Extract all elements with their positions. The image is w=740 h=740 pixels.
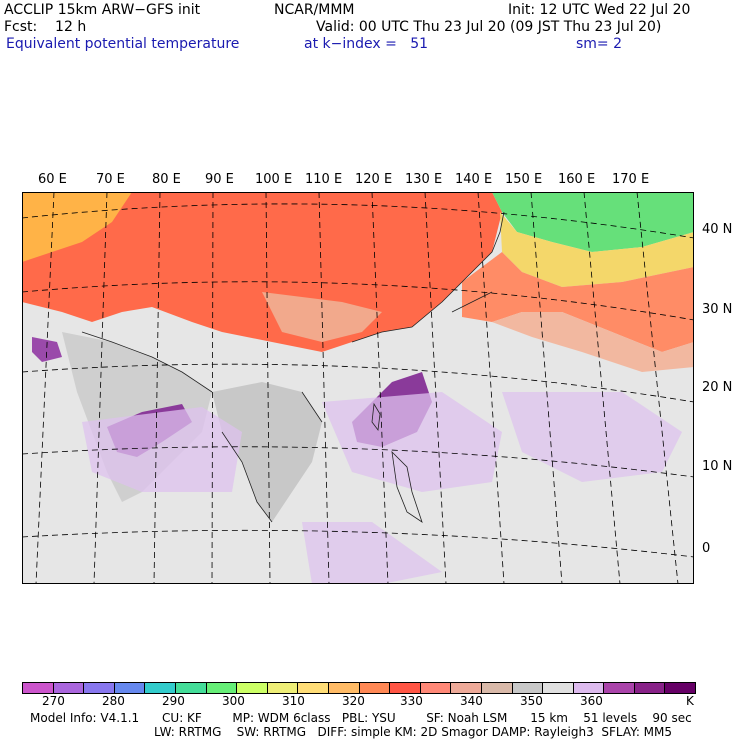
lat-label: 20 N bbox=[702, 380, 733, 395]
light-purple-2 bbox=[322, 392, 502, 492]
equivalent-potential-temperature-map bbox=[22, 192, 694, 584]
lat-label: 30 N bbox=[702, 302, 733, 317]
field-name: Equivalent potential temperature bbox=[6, 36, 240, 52]
pacific-band bbox=[462, 252, 694, 352]
colorbar-swatch bbox=[206, 683, 238, 693]
colorbar-swatch bbox=[298, 683, 329, 693]
physics-info: LW: RRTMG SW: RRTMG DIFF: simple KM: 2D … bbox=[154, 725, 673, 739]
coastline bbox=[81, 281, 463, 523]
lon-label: 120 E bbox=[355, 172, 393, 187]
colorbar-label: 300 bbox=[222, 694, 245, 708]
light-purple-4 bbox=[302, 522, 442, 584]
colorbar-swatch bbox=[84, 683, 115, 693]
light-purple-1 bbox=[82, 407, 242, 492]
colorbar-swatch bbox=[573, 683, 605, 693]
japan-outline bbox=[451, 211, 505, 313]
colorbar-label: 270 bbox=[42, 694, 65, 708]
colorbar-swatch bbox=[175, 683, 207, 693]
lat-label: 0 bbox=[702, 541, 711, 556]
smoothing: sm= 2 bbox=[576, 36, 623, 52]
colorbar-swatch bbox=[390, 683, 421, 693]
colorbar-swatch bbox=[359, 683, 391, 693]
colorbar-label: 340 bbox=[460, 694, 483, 708]
colorbar-swatch bbox=[420, 683, 452, 693]
colorbar-swatch bbox=[267, 683, 299, 693]
colorbar-label: 320 bbox=[342, 694, 365, 708]
colorbar-swatch bbox=[237, 683, 268, 693]
colorbar-label: 310 bbox=[282, 694, 305, 708]
colorbar-label: 360 bbox=[580, 694, 603, 708]
lon-label: 160 E bbox=[558, 172, 596, 187]
colorbar-swatch bbox=[328, 683, 360, 693]
philippines-outline bbox=[391, 450, 423, 523]
cool-region-yellow bbox=[500, 212, 694, 287]
pacific-band-light bbox=[492, 312, 694, 372]
lon-label: 90 E bbox=[205, 172, 234, 187]
lat-label: 40 N bbox=[702, 222, 733, 237]
lon-label: 70 E bbox=[96, 172, 125, 187]
taiwan-outline bbox=[371, 402, 381, 432]
init-time: Init: 12 UTC Wed 22 Jul 20 bbox=[508, 2, 691, 18]
lat-label: 10 N bbox=[702, 459, 733, 474]
colorbar-swatch bbox=[145, 683, 176, 693]
colorbar-swatch bbox=[23, 683, 54, 693]
colorbar-label: 330 bbox=[400, 694, 423, 708]
light-purple-3 bbox=[502, 392, 682, 482]
lon-label: 130 E bbox=[405, 172, 443, 187]
forecast-hour: Fcst: 12 h bbox=[4, 19, 87, 35]
org-label: NCAR/MMM bbox=[274, 2, 355, 18]
colorbar-swatch bbox=[512, 683, 544, 693]
level-index: at k−index = 51 bbox=[304, 36, 429, 52]
colorbar-label: 290 bbox=[162, 694, 185, 708]
colorbar-swatch bbox=[114, 683, 146, 693]
colorbar-swatch bbox=[543, 683, 574, 693]
lon-label: 150 E bbox=[505, 172, 543, 187]
colorbar-unit: K bbox=[686, 694, 694, 708]
lon-label: 170 E bbox=[612, 172, 650, 187]
colorbar-swatch bbox=[634, 683, 666, 693]
indochina-land bbox=[212, 382, 322, 522]
warm-region-yellow bbox=[22, 192, 132, 262]
colorbar-label: 280 bbox=[102, 694, 125, 708]
lon-label: 80 E bbox=[152, 172, 181, 187]
lon-label: 110 E bbox=[305, 172, 343, 187]
valid-time: Valid: 00 UTC Thu 23 Jul 20 (09 JST Thu … bbox=[316, 19, 662, 35]
colorbar-label: 350 bbox=[520, 694, 543, 708]
grid-lines bbox=[22, 192, 694, 584]
colorbar-swatch bbox=[481, 683, 513, 693]
colorbar bbox=[22, 682, 696, 694]
cool-region bbox=[492, 192, 694, 252]
model-title: ACCLIP 15km ARW−GFS init bbox=[4, 2, 201, 18]
lon-label: 60 E bbox=[38, 172, 67, 187]
colorbar-swatch bbox=[53, 683, 85, 693]
colorbar-swatch bbox=[665, 683, 696, 693]
colorbar-swatch bbox=[604, 683, 635, 693]
colorbar-swatch bbox=[451, 683, 482, 693]
lon-label: 140 E bbox=[455, 172, 493, 187]
model-info: Model Info: V4.1.1 CU: KF MP: WDM 6class… bbox=[30, 711, 692, 725]
ne-india-high bbox=[32, 337, 62, 362]
lon-label: 100 E bbox=[255, 172, 293, 187]
